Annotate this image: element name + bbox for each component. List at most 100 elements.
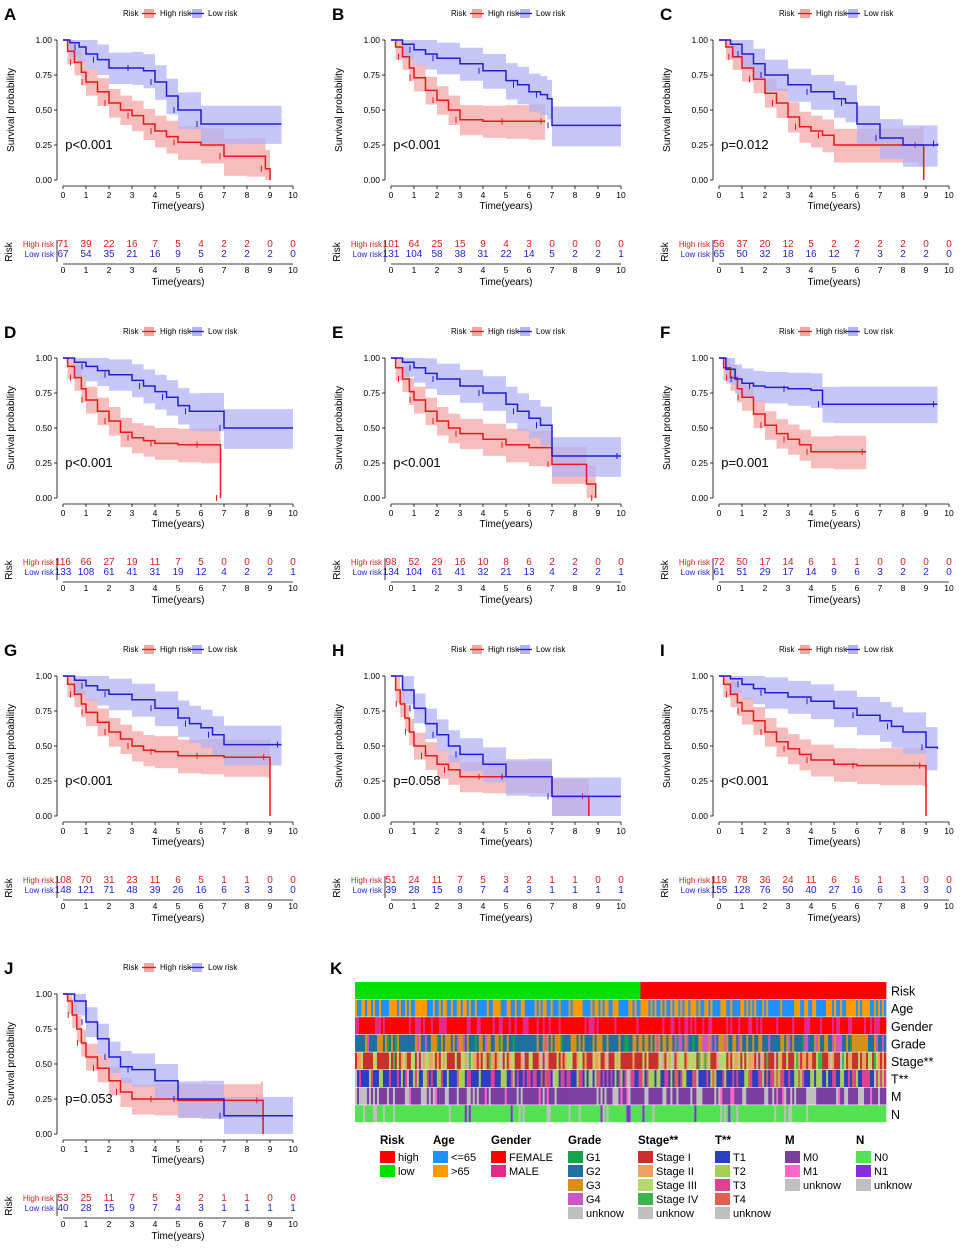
heatmap-cell bbox=[376, 982, 380, 999]
x-tick-label: 7 bbox=[878, 826, 883, 836]
heatmap-cell bbox=[774, 1105, 777, 1123]
heatmap-cell bbox=[630, 982, 633, 999]
heatmap-cell bbox=[558, 1017, 561, 1035]
heatmap-cell bbox=[520, 1087, 524, 1105]
risk-count-low: 1 bbox=[244, 1203, 250, 1214]
heatmap-cell bbox=[424, 1105, 428, 1123]
heatmap-cell bbox=[498, 1070, 502, 1087]
risk-table-x-tick-label: 3 bbox=[130, 583, 135, 593]
x-tick-label: 9 bbox=[268, 508, 273, 518]
heatmap-cell bbox=[884, 1052, 887, 1070]
risk-count-low: 7 bbox=[854, 249, 860, 260]
high-risk-curve bbox=[719, 357, 867, 453]
heatmap-cell bbox=[742, 1070, 745, 1087]
heatmap-cell bbox=[450, 1105, 454, 1123]
risk-count-high: 98 bbox=[385, 557, 397, 568]
heatmap-cell bbox=[516, 1034, 520, 1052]
heatmap-cell bbox=[880, 1017, 883, 1035]
heatmap-cell bbox=[486, 1087, 490, 1105]
heatmap-cell bbox=[770, 1052, 773, 1070]
risk-count-high: 17 bbox=[759, 557, 771, 568]
heatmap-cell bbox=[552, 1070, 555, 1087]
heatmap-cell bbox=[872, 1017, 875, 1035]
heatmap-cell bbox=[470, 1052, 474, 1070]
heatmap-cell bbox=[410, 1087, 414, 1105]
heatmap-cell bbox=[756, 999, 759, 1017]
heatmap-cell bbox=[498, 1052, 502, 1070]
heatmap-cell bbox=[878, 982, 881, 999]
heatmap-cell bbox=[526, 1070, 530, 1087]
y-tick-label: 1.00 bbox=[35, 671, 52, 681]
risk-table-x-tick-label: 2 bbox=[435, 265, 440, 275]
heatmap-cell bbox=[572, 1017, 575, 1035]
heatmap-cell bbox=[774, 1017, 777, 1035]
heatmap-cell bbox=[870, 1034, 873, 1052]
heatmap-cell bbox=[756, 1087, 759, 1105]
heatmap-cell bbox=[850, 1070, 853, 1087]
heatmap-cell bbox=[864, 1070, 867, 1087]
heatmap-cell bbox=[724, 982, 727, 999]
heatmap-cell bbox=[378, 1017, 382, 1035]
legend-low-label: Low risk bbox=[208, 9, 238, 18]
legend-block-title: Grade bbox=[568, 1135, 601, 1147]
heatmap-cell bbox=[436, 982, 440, 999]
heatmap-cell bbox=[786, 982, 789, 999]
heatmap-cell bbox=[842, 1034, 845, 1052]
risk-count-high: 0 bbox=[549, 239, 555, 250]
heatmap-cell bbox=[624, 1017, 627, 1035]
legend-block-title: Stage** bbox=[638, 1135, 679, 1147]
heatmap-cell bbox=[762, 999, 765, 1017]
risk-table-x-tick-label: 1 bbox=[84, 901, 89, 911]
heatmap-cell bbox=[822, 1087, 825, 1105]
x-tick-label: 7 bbox=[878, 508, 883, 518]
heatmap-cell bbox=[686, 1017, 689, 1035]
heatmap-cell bbox=[576, 1105, 579, 1123]
heatmap-cell bbox=[382, 1105, 386, 1123]
heatmap-cell bbox=[664, 1034, 667, 1052]
heatmap-cell bbox=[644, 1017, 647, 1035]
heatmap-cell bbox=[602, 982, 605, 999]
heatmap-cell bbox=[472, 1070, 476, 1087]
heatmap-cell bbox=[846, 999, 849, 1017]
heatmap-cell bbox=[690, 1034, 693, 1052]
heatmap-cell bbox=[612, 1034, 615, 1052]
heatmap-cell bbox=[584, 1034, 587, 1052]
heatmap-cell bbox=[434, 1105, 438, 1123]
heatmap-cell bbox=[574, 982, 577, 999]
heatmap-cell bbox=[570, 1017, 573, 1035]
heatmap-cell bbox=[662, 1052, 665, 1070]
heatmap-cell bbox=[670, 1087, 673, 1105]
heatmap-cell bbox=[494, 1105, 498, 1123]
heatmap-cell bbox=[632, 982, 635, 999]
heatmap-cell bbox=[702, 1087, 705, 1105]
p-value: p<0.001 bbox=[65, 773, 112, 788]
heatmap-cell bbox=[700, 1087, 703, 1105]
heatmap-cell bbox=[436, 1087, 440, 1105]
risk-count-low: 50 bbox=[736, 249, 748, 260]
heatmap-cell bbox=[832, 999, 835, 1017]
risk-count-high: 64 bbox=[408, 239, 420, 250]
heatmap-cell bbox=[672, 982, 675, 999]
heatmap-cell bbox=[734, 1052, 737, 1070]
heatmap-cell bbox=[420, 1070, 424, 1087]
risk-count-low: 1 bbox=[618, 567, 624, 578]
heatmap-cell bbox=[398, 1105, 402, 1123]
heatmap-cell bbox=[788, 1070, 791, 1087]
x-tick-label: 8 bbox=[573, 826, 578, 836]
heatmap-cell bbox=[494, 1087, 498, 1105]
heatmap-cell bbox=[706, 1052, 709, 1070]
heatmap-cell bbox=[674, 999, 677, 1017]
heatmap-cell bbox=[428, 1105, 432, 1123]
heatmap-cell bbox=[408, 1105, 412, 1123]
heatmap-cell bbox=[360, 999, 364, 1017]
risk-count-low: 3 bbox=[877, 249, 883, 260]
heatmap-cell bbox=[366, 999, 370, 1017]
heatmap-cell bbox=[792, 999, 795, 1017]
heatmap-cell bbox=[694, 1070, 697, 1087]
heatmap-cell bbox=[496, 1034, 500, 1052]
heatmap-cell bbox=[366, 1034, 370, 1052]
legend: Risk High risk Low risk bbox=[451, 327, 566, 336]
heatmap-cell bbox=[654, 1034, 657, 1052]
heatmap-cell bbox=[814, 1052, 817, 1070]
y-tick-label: 0.50 bbox=[691, 741, 708, 751]
